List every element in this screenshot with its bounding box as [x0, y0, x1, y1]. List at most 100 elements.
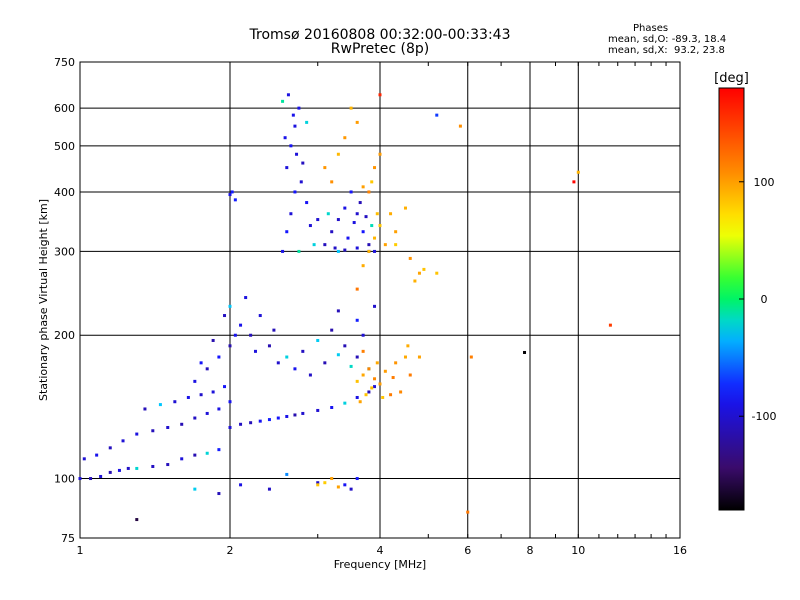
o-mode-point	[228, 400, 232, 404]
x-mode-point	[406, 344, 410, 348]
x-mode-point	[435, 271, 439, 275]
y-tick-label: 500	[54, 140, 75, 153]
o-mode-point	[193, 379, 197, 383]
x-mode-point	[383, 243, 387, 247]
o-mode-point	[253, 349, 257, 353]
o-mode-point	[343, 401, 347, 405]
x-mode-point	[394, 230, 398, 234]
x-mode-point	[422, 267, 426, 271]
o-mode-point	[180, 457, 184, 461]
o-mode-point	[367, 390, 371, 394]
o-mode-point	[330, 230, 334, 234]
o-mode-point	[217, 355, 221, 359]
o-mode-point	[333, 246, 337, 250]
o-mode-point	[121, 439, 125, 443]
colorbar-tick-label: 0	[761, 293, 768, 306]
o-mode-point	[293, 367, 297, 371]
echo-point	[435, 113, 439, 117]
o-mode-point	[343, 206, 347, 210]
x-mode-point	[375, 361, 379, 365]
o-mode-point	[281, 249, 285, 253]
o-mode-point	[373, 385, 377, 389]
o-mode-point	[166, 463, 170, 467]
x-mode-point	[389, 393, 393, 397]
o-mode-point	[205, 367, 209, 371]
o-mode-point	[193, 453, 197, 457]
o-mode-point	[343, 248, 347, 252]
x-tick-label: 1	[77, 544, 84, 557]
o-mode-point	[355, 477, 359, 481]
o-mode-point	[217, 492, 221, 496]
x-mode-point	[394, 243, 398, 247]
o-mode-point	[151, 464, 155, 468]
o-mode-point	[373, 249, 377, 253]
o-mode-point	[285, 230, 289, 234]
o-mode-point	[267, 344, 271, 348]
y-tick-label: 600	[54, 102, 75, 115]
o-mode-point	[349, 487, 353, 491]
o-mode-point	[301, 161, 305, 165]
o-mode-point	[285, 166, 289, 170]
x-mode-point	[408, 256, 412, 260]
x-mode-point	[343, 136, 347, 140]
o-mode-point	[301, 349, 305, 353]
x-mode-point	[355, 379, 359, 383]
o-mode-point	[285, 355, 289, 359]
o-mode-point	[346, 236, 350, 240]
x-mode-point	[323, 481, 327, 485]
o-mode-point	[158, 403, 162, 407]
x-mode-point	[367, 190, 371, 194]
o-mode-point	[291, 113, 295, 117]
y-tick-label: 300	[54, 245, 75, 258]
o-mode-point	[211, 390, 215, 394]
y-tick-label: 750	[54, 56, 75, 69]
o-mode-point	[355, 395, 359, 399]
o-mode-point	[349, 364, 353, 368]
colorbar-tick-label: 100	[754, 176, 775, 189]
o-mode-point	[308, 224, 312, 228]
o-mode-point	[199, 393, 203, 397]
o-mode-point	[108, 446, 112, 450]
o-mode-point	[193, 487, 197, 491]
x-tick-label: 6	[464, 544, 471, 557]
o-mode-point	[151, 429, 155, 433]
y-tick-label: 75	[61, 532, 75, 545]
x-mode-point	[466, 510, 470, 514]
o-mode-point	[217, 407, 221, 411]
y-tick-label: 200	[54, 329, 75, 342]
x-mode-point	[408, 373, 412, 377]
o-mode-point	[336, 218, 340, 222]
x-mode-point	[378, 224, 382, 228]
o-mode-point	[316, 338, 320, 342]
o-mode-point	[223, 314, 227, 318]
o-mode-point	[301, 411, 305, 415]
x-mode-point	[469, 355, 473, 359]
phases-x-stats: mean, sd,X: 93.2, 23.8	[608, 45, 725, 56]
x-mode-point	[361, 349, 365, 353]
o-mode-point	[228, 193, 232, 197]
x-mode-point	[373, 236, 377, 240]
o-mode-point	[293, 413, 297, 417]
o-mode-point	[305, 120, 309, 124]
o-mode-point	[352, 221, 356, 225]
o-mode-point	[286, 93, 290, 97]
x-mode-point	[370, 386, 374, 390]
y-tick-label: 100	[54, 473, 75, 486]
o-mode-point	[281, 99, 285, 103]
o-mode-point	[180, 422, 184, 426]
o-mode-point	[89, 477, 93, 481]
x-mode-point	[361, 373, 365, 377]
o-mode-point	[276, 416, 280, 420]
o-mode-point	[249, 333, 253, 337]
x-mode-point	[399, 390, 403, 394]
echo-point	[572, 180, 576, 184]
colorbar-tick-label: -100	[752, 410, 777, 423]
phases-heading: Phases	[633, 23, 669, 34]
phases-o-stats: mean, sd,O: -89.3, 18.4	[608, 34, 727, 45]
x-mode-point	[367, 367, 371, 371]
o-mode-point	[370, 224, 374, 228]
y-tick-label: 400	[54, 186, 75, 199]
x-mode-point	[389, 212, 393, 216]
o-mode-point	[293, 124, 297, 128]
